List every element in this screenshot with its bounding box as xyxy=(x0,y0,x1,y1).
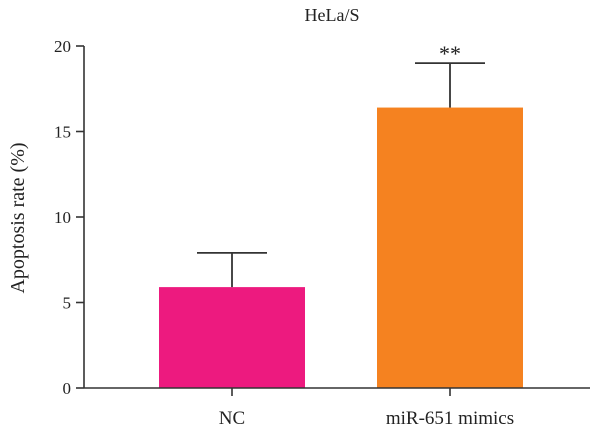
y-tick-label-1: 0 xyxy=(63,379,72,398)
y-tick-label-3: 10 xyxy=(54,208,71,227)
axes-layer: NC miR-651 mimics 0 5 10 15 20 xyxy=(54,37,590,429)
bar-2 xyxy=(377,107,523,388)
x-tick-label-2: miR-651 mimics xyxy=(386,408,514,429)
significance-label-2: ** xyxy=(439,41,461,66)
bar-1 xyxy=(159,287,305,388)
y-tick-label-5: 20 xyxy=(54,37,71,56)
bars-layer: ** xyxy=(159,41,523,388)
x-tick-label-1: NC xyxy=(219,408,245,429)
y-tick-label-2: 5 xyxy=(63,294,72,313)
chart-title: HeLa/S xyxy=(305,5,360,25)
y-tick-label-4: 15 xyxy=(54,123,71,142)
y-axis-label: Apoptosis rate (%) xyxy=(7,142,29,293)
